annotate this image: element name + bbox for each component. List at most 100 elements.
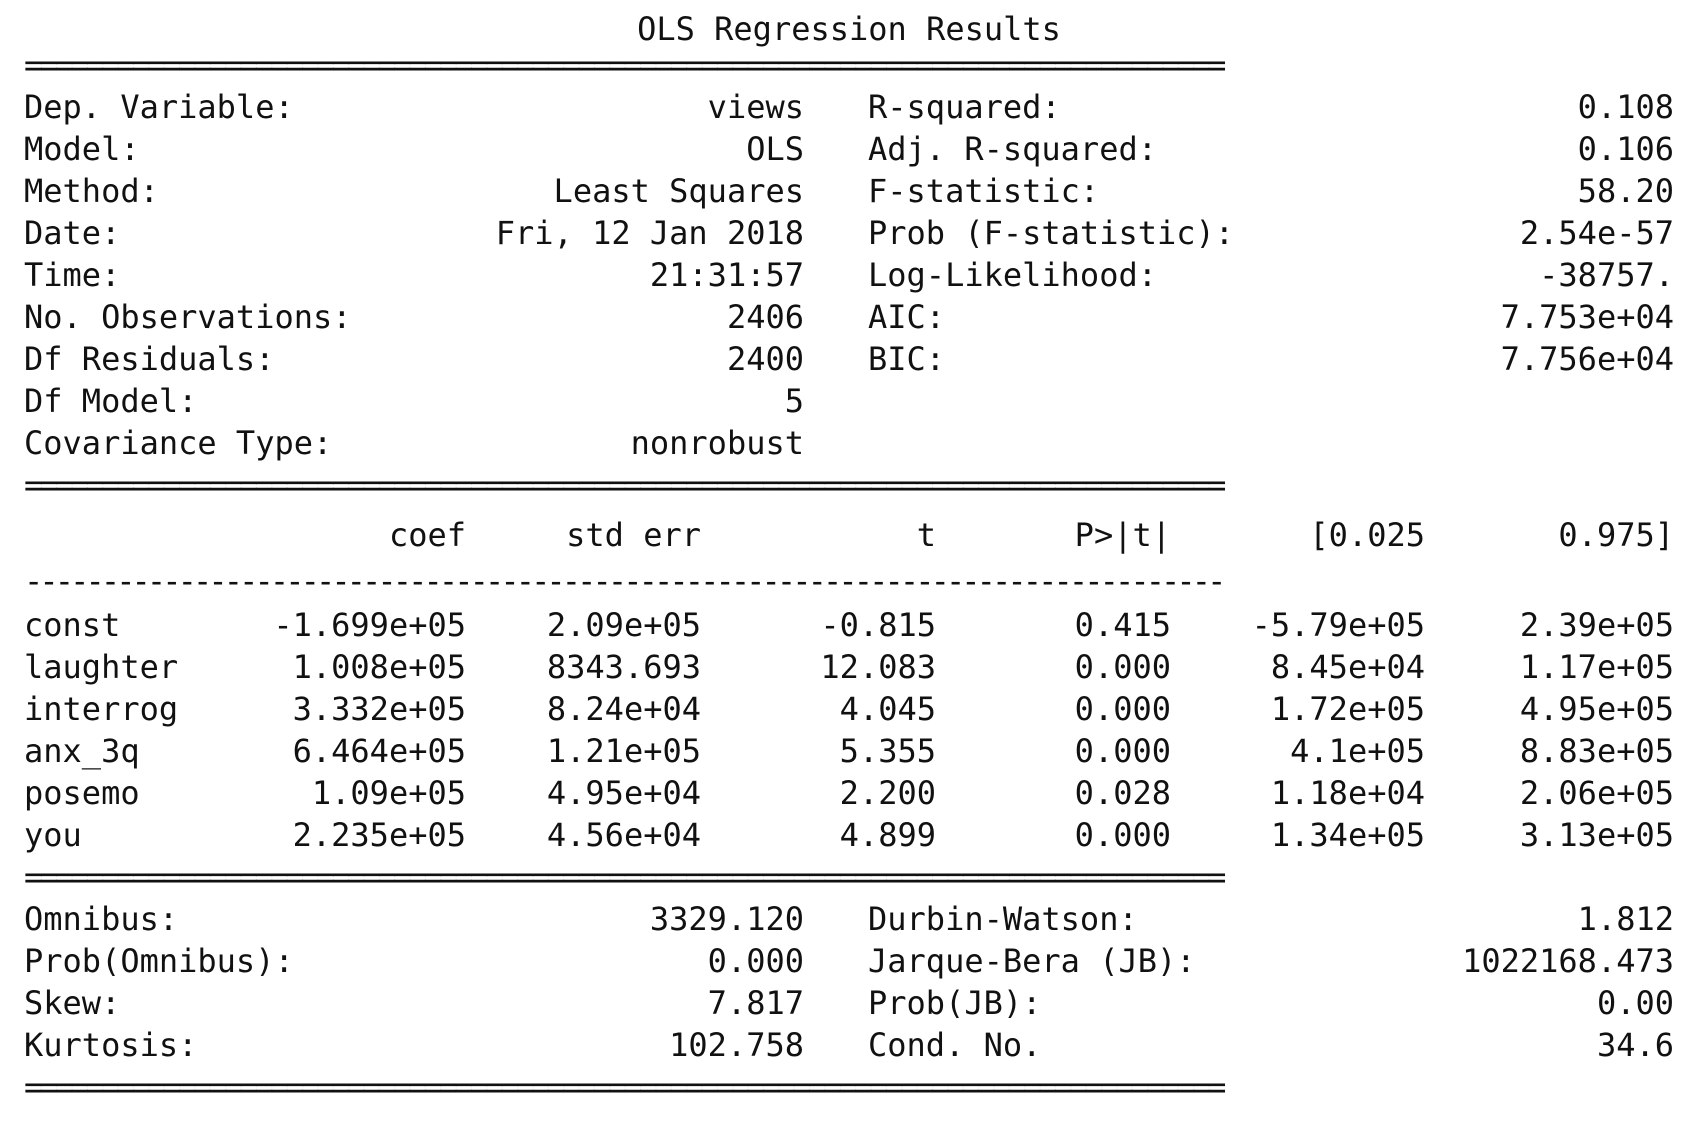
summary-left-value: 2406: [726, 298, 804, 336]
p-value: 0.000: [1074, 690, 1171, 728]
p-value: 0.415: [1074, 606, 1171, 644]
row-name: laughter: [24, 648, 179, 686]
summary-right-value: 0.106: [1577, 130, 1674, 168]
std-err-value: 4.56e+04: [546, 816, 701, 854]
t-value: 4.045: [839, 690, 936, 728]
std-err-value: 8343.693: [546, 648, 701, 686]
column-header-ci-lower: [0.025: [1309, 516, 1425, 554]
summary-right-value: 7.756e+04: [1500, 340, 1674, 378]
coef-value: 6.464e+05: [292, 732, 466, 770]
ci-upper-value: 3.13e+05: [1519, 816, 1674, 854]
summary-right-label: R-squared:: [868, 88, 1061, 126]
t-value: 12.083: [820, 648, 936, 686]
column-header-p-value: P>|t|: [1074, 516, 1171, 554]
summary-left-label: Df Residuals:: [24, 340, 275, 378]
summary-left-value: nonrobust: [630, 424, 804, 462]
diagnostics-right-label: Cond. No.: [868, 1026, 1042, 1064]
double-rule-diagnostics-top: ========================================…: [24, 858, 1226, 896]
column-header-coef: coef: [388, 516, 466, 554]
std-err-value: 4.95e+04: [546, 774, 701, 812]
diagnostics-right-label: Durbin-Watson:: [868, 900, 1138, 938]
row-name: anx_3q: [24, 732, 140, 770]
diagnostics-right-label: Prob(JB):: [868, 984, 1042, 1022]
summary-left-label: Time:: [24, 256, 121, 294]
summary-right-value: 2.54e-57: [1519, 214, 1674, 252]
ci-lower-value: 8.45e+04: [1270, 648, 1425, 686]
diagnostics-left-value: 3329.120: [649, 900, 804, 938]
summary-left-label: No. Observations:: [24, 298, 352, 336]
column-header-std-err: std err: [566, 516, 701, 554]
coef-value: -1.699e+05: [273, 606, 466, 644]
ci-lower-value: 1.72e+05: [1270, 690, 1425, 728]
diagnostics-right-value: 0.00: [1596, 984, 1674, 1022]
summary-left-value: OLS: [746, 130, 804, 168]
ci-lower-value: 1.34e+05: [1270, 816, 1425, 854]
std-err-value: 2.09e+05: [546, 606, 701, 644]
summary-left-value: 5: [784, 382, 804, 420]
p-value: 0.028: [1074, 774, 1171, 812]
summary-left-label: Model:: [24, 130, 140, 168]
ci-upper-value: 2.39e+05: [1519, 606, 1674, 644]
coef-value: 3.332e+05: [292, 690, 466, 728]
diagnostics-right-label: Jarque-Bera (JB):: [868, 942, 1196, 980]
summary-right-value: 7.753e+04: [1500, 298, 1674, 336]
t-value: -0.815: [820, 606, 936, 644]
ci-lower-value: -5.79e+05: [1251, 606, 1425, 644]
page-title: OLS Regression Results: [637, 10, 1061, 48]
t-value: 2.200: [839, 774, 936, 812]
diagnostics-right-value: 1.812: [1577, 900, 1674, 938]
ci-lower-value: 4.1e+05: [1290, 732, 1425, 770]
summary-left-label: Dep. Variable:: [24, 88, 294, 126]
summary-left-value: 21:31:57: [649, 256, 804, 294]
column-header-t: t: [916, 516, 936, 554]
summary-left-label: Covariance Type:: [24, 424, 333, 462]
row-name: posemo: [24, 774, 140, 812]
row-name: you: [24, 816, 82, 854]
summary-left-value: views: [707, 88, 804, 126]
std-err-value: 1.21e+05: [546, 732, 701, 770]
diagnostics-left-value: 102.758: [669, 1026, 804, 1064]
summary-right-label: Log-Likelihood:: [868, 256, 1157, 294]
t-value: 4.899: [839, 816, 936, 854]
diagnostics-left-label: Kurtosis:: [24, 1026, 198, 1064]
coef-value: 1.09e+05: [311, 774, 466, 812]
summary-left-value: 2400: [726, 340, 804, 378]
diagnostics-left-label: Skew:: [24, 984, 121, 1022]
ci-lower-value: 1.18e+04: [1270, 774, 1425, 812]
p-value: 0.000: [1074, 648, 1171, 686]
diagnostics-right-value: 1022168.473: [1462, 942, 1674, 980]
ci-upper-value: 2.06e+05: [1519, 774, 1674, 812]
row-name: interrog: [24, 690, 179, 728]
summary-left-label: Df Model:: [24, 382, 198, 420]
summary-right-label: BIC:: [868, 340, 946, 378]
column-header-ci-upper: 0.975]: [1558, 516, 1674, 554]
p-value: 0.000: [1074, 732, 1171, 770]
summary-left-value: Least Squares: [553, 172, 804, 210]
summary-right-value: -38757.: [1539, 256, 1674, 294]
double-rule-coef-top: ========================================…: [24, 466, 1226, 504]
ci-upper-value: 4.95e+05: [1519, 690, 1674, 728]
summary-left-value: Fri, 12 Jan 2018: [495, 214, 804, 252]
t-value: 5.355: [839, 732, 936, 770]
coef-value: 2.235e+05: [292, 816, 466, 854]
summary-right-value: 58.20: [1577, 172, 1674, 210]
summary-right-value: 0.108: [1577, 88, 1674, 126]
summary-left-label: Date:: [24, 214, 121, 252]
row-name: const: [24, 606, 121, 644]
single-rule-coef-header: ----------------------------------------…: [24, 562, 1226, 600]
diagnostics-left-value: 7.817: [707, 984, 804, 1022]
summary-left-label: Method:: [24, 172, 159, 210]
double-rule-bottom: ========================================…: [24, 1068, 1226, 1106]
summary-right-label: Adj. R-squared:: [868, 130, 1157, 168]
diagnostics-left-label: Omnibus:: [24, 900, 179, 938]
coef-value: 1.008e+05: [292, 648, 466, 686]
p-value: 0.000: [1074, 816, 1171, 854]
diagnostics-right-value: 34.6: [1596, 1026, 1674, 1064]
ci-upper-value: 8.83e+05: [1519, 732, 1674, 770]
std-err-value: 8.24e+04: [546, 690, 701, 728]
diagnostics-left-label: Prob(Omnibus):: [24, 942, 294, 980]
summary-right-label: F-statistic:: [868, 172, 1100, 210]
ci-upper-value: 1.17e+05: [1519, 648, 1674, 686]
diagnostics-left-value: 0.000: [707, 942, 804, 980]
